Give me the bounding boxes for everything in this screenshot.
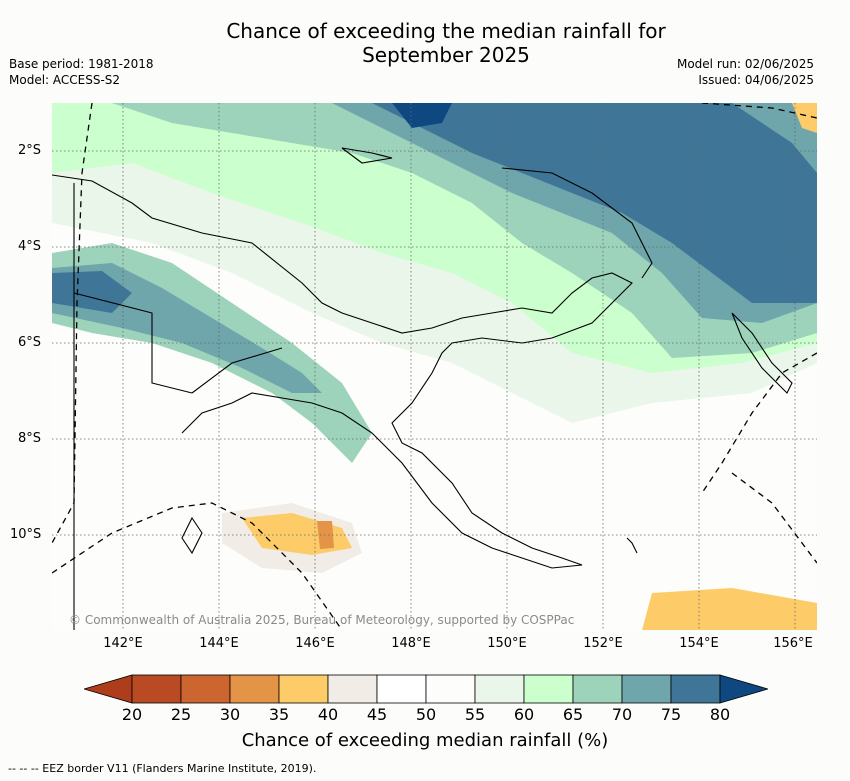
colorbar-segment xyxy=(229,674,280,704)
colorbar-segment xyxy=(523,674,574,704)
colorbar-segment xyxy=(131,674,182,704)
y-tick-label: 10°S xyxy=(10,527,42,542)
colorbar-segment xyxy=(180,674,231,704)
colorbar-segment xyxy=(425,674,476,704)
colorbar-segment xyxy=(376,674,427,704)
region-75-80 xyxy=(372,103,817,303)
rainfall-map xyxy=(52,103,817,630)
model-name: Model: ACCESS-S2 xyxy=(9,73,121,87)
model-run: Model run: 02/06/2025 xyxy=(676,57,814,71)
region-se-35-40 xyxy=(642,588,817,630)
y-tick-label: 6°S xyxy=(18,335,42,350)
gridlines xyxy=(52,103,817,630)
map-canvas xyxy=(52,103,817,630)
colorbar-tick-label: 45 xyxy=(366,705,388,724)
run-info: Model run: 02/06/2025 Issued: 04/06/2025 xyxy=(677,56,814,88)
issued-date: Issued: 04/06/2025 xyxy=(698,73,814,87)
colorbar-tick-label: 40 xyxy=(317,705,339,724)
x-tick-label: 146°E xyxy=(295,636,335,651)
colorbar-extend-high xyxy=(719,674,768,704)
colorbar-label: Chance of exceeding median rainfall (%) xyxy=(241,730,609,751)
colorbar-tick-label: 30 xyxy=(219,705,241,724)
colorbar-tick-label: 35 xyxy=(268,705,290,724)
x-tick-label: 142°E xyxy=(103,636,143,651)
coastlines xyxy=(52,147,793,630)
colorbar-tick-label: 75 xyxy=(660,705,682,724)
colorbar-tick-label: 25 xyxy=(170,705,192,724)
x-tick-label: 152°E xyxy=(583,636,623,651)
eez-legend-note: -- -- -- EEZ border V11 (Flanders Marine… xyxy=(8,762,317,775)
colorbar-tick-label: 80 xyxy=(709,705,731,724)
colorbar-tick-label: 70 xyxy=(611,705,633,724)
x-tick-label: 150°E xyxy=(487,636,527,651)
region-ne-35-40 xyxy=(792,103,817,133)
y-tick-label: 2°S xyxy=(18,143,42,158)
colorbar-tick-label: 60 xyxy=(513,705,535,724)
x-tick-label: 148°E xyxy=(391,636,431,651)
copyright-notice: © Commonwealth of Australia 2025, Bureau… xyxy=(69,613,575,627)
x-tick-label: 156°E xyxy=(773,636,813,651)
map-title: Chance of exceeding the median rainfall … xyxy=(0,19,850,67)
x-tick-label: 154°E xyxy=(679,636,719,651)
title-line-1: Chance of exceeding the median rainfall … xyxy=(226,19,666,43)
region-above-80 xyxy=(392,103,452,128)
colorbar-segment xyxy=(327,674,378,704)
x-tick-label: 144°E xyxy=(199,636,239,651)
colorbar-segment xyxy=(621,674,672,704)
colorbar xyxy=(84,674,768,704)
colorbar-segment xyxy=(572,674,623,704)
colorbar-tick-label: 55 xyxy=(464,705,486,724)
colorbar-tick-label: 20 xyxy=(121,705,143,724)
colorbar-tick-label: 65 xyxy=(562,705,584,724)
title-line-2: September 2025 xyxy=(362,43,530,67)
colorbar-tick-label: 50 xyxy=(415,705,437,724)
colorbar-segment xyxy=(278,674,329,704)
colorbar-segment xyxy=(670,674,721,704)
model-info: Base period: 1981-2018 Model: ACCESS-S2 xyxy=(9,56,154,88)
y-tick-label: 8°S xyxy=(18,431,42,446)
y-tick-label: 4°S xyxy=(18,239,42,254)
colorbar-extend-low xyxy=(84,674,133,704)
base-period: Base period: 1981-2018 xyxy=(9,57,154,71)
eez-borders xyxy=(52,103,817,630)
colorbar-segment xyxy=(474,674,525,704)
